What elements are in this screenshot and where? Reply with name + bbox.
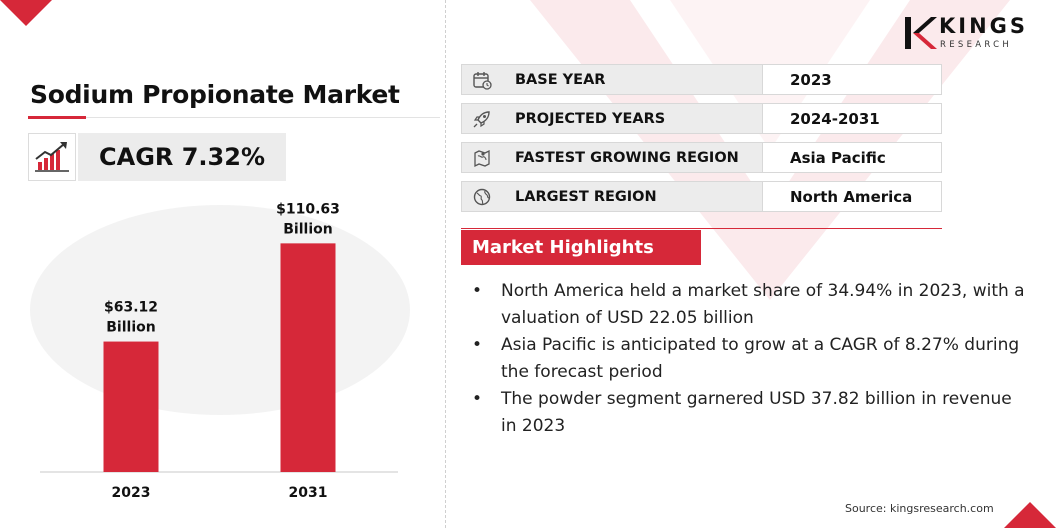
cagr-value: CAGR 7.32% [99, 143, 265, 171]
data-label: $110.63 [276, 201, 340, 217]
x-tick-label: 2031 [289, 485, 328, 501]
list-item: • North America held a market share of 34… [472, 281, 1025, 328]
title-underline [28, 117, 440, 118]
highlight-text: Asia Pacific is anticipated to grow at a… [501, 335, 1020, 382]
info-value: North America [763, 181, 942, 212]
info-value: 2023 [763, 64, 942, 95]
region-map-icon [473, 149, 490, 167]
cagr-icon-box [28, 133, 76, 181]
info-value: 2024-2031 [763, 103, 942, 134]
info-icon-cell [461, 181, 501, 212]
info-label: LARGEST REGION [501, 181, 763, 212]
world-map-watermark [30, 205, 410, 415]
data-label: Billion [283, 221, 332, 237]
list-item: • Asia Pacific is anticipated to grow at … [472, 335, 1020, 382]
x-tick-label: 2023 [112, 485, 151, 501]
info-label: FASTEST GROWING REGION [501, 142, 763, 173]
data-label: $63.12 [104, 300, 158, 316]
highlight-text: The powder segment garnered USD 37.82 bi… [501, 389, 1012, 436]
cagr-box: CAGR 7.32% [78, 133, 286, 181]
bar-2031 [280, 243, 336, 472]
calendar-icon [472, 71, 492, 90]
info-row-base-year: BASE YEAR 2023 [461, 64, 942, 95]
list-item: • The powder segment garnered USD 37.82 b… [472, 389, 1012, 436]
rocket-icon [473, 110, 490, 127]
highlights-heading: Market Highlights [461, 230, 701, 265]
info-icon-cell [461, 103, 501, 134]
title-underline-accent [28, 116, 86, 119]
info-row-largest-region: LARGEST REGION North America [461, 181, 942, 212]
info-label: PROJECTED YEARS [501, 103, 763, 134]
page-title: Sodium Propionate Market [30, 80, 400, 109]
info-table: BASE YEAR 2023 PROJECTED YEARS 2024-2031… [461, 64, 942, 220]
globe-icon [473, 188, 490, 205]
corner-decoration [1004, 502, 1056, 528]
info-label: BASE YEAR [501, 64, 763, 95]
highlights-list: • North America held a market share of 34… [470, 278, 1030, 440]
growth-chart-icon [35, 142, 69, 172]
info-icon-cell [461, 64, 501, 95]
logo-subtitle: RESEARCH [940, 40, 1013, 50]
source-note: Source: kingsresearch.com [845, 502, 994, 515]
highlights-rule [461, 228, 942, 229]
info-row-projected-years: PROJECTED YEARS 2024-2031 [461, 103, 942, 134]
info-row-fastest-growing-region: FASTEST GROWING REGION Asia Pacific [461, 142, 942, 173]
info-icon-cell [461, 142, 501, 173]
panel-divider [445, 0, 446, 528]
kings-research-logo [905, 17, 937, 49]
info-value: Asia Pacific [763, 142, 942, 173]
data-label: Billion [106, 320, 155, 336]
bar-2023 [103, 341, 159, 472]
logo-wordmark: KINGS [939, 14, 1029, 38]
highlight-text: North America held a market share of 34.… [501, 281, 1025, 328]
market-size-bar-chart: $63.12 Billion 2023 $110.63 Billion 2031 [30, 201, 410, 501]
corner-decoration [0, 0, 52, 26]
